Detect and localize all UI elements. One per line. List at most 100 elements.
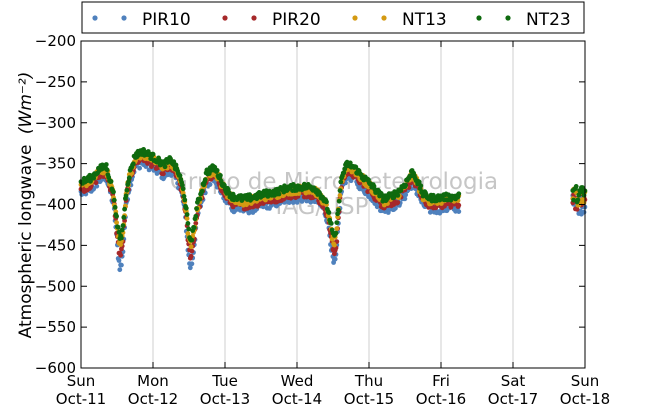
- data-point: [218, 173, 223, 178]
- legend-item-PIR10: PIR10: [92, 10, 191, 30]
- data-point: [184, 212, 190, 217]
- x-tick-label-day: Thu: [354, 372, 383, 390]
- data-point: [456, 191, 462, 197]
- legend-label: NT23: [526, 10, 571, 30]
- x-tick-label-date: Oct-13: [200, 390, 250, 408]
- legend-item-NT23: NT23: [476, 10, 571, 30]
- data-point: [104, 167, 110, 173]
- data-point: [398, 188, 404, 193]
- x-tick-label-day: Mon: [137, 372, 169, 390]
- x-axis: SunOct-11MonOct-12TueOct-13WedOct-14ThuO…: [56, 41, 610, 408]
- data-point: [246, 210, 252, 216]
- data-point: [116, 258, 122, 263]
- y-tick-label: −450: [35, 236, 76, 254]
- data-point: [574, 206, 580, 212]
- data-point: [304, 198, 310, 204]
- data-point: [268, 199, 274, 205]
- data-point: [337, 188, 343, 194]
- x-tick-label-day: Sun: [67, 372, 96, 390]
- x-tick-label-day: Sat: [501, 372, 526, 390]
- data-point: [456, 209, 462, 215]
- y-tick-label: −600: [35, 359, 76, 377]
- y-tick-label: −400: [35, 196, 76, 214]
- data-point: [336, 198, 342, 204]
- y-axis-label-text: Atmospheric longwave: [16, 144, 36, 338]
- data-point: [333, 230, 339, 236]
- data-point: [402, 196, 408, 202]
- data-point: [119, 227, 125, 233]
- svg-text:Atmospheric longwave (Wm: Atmospheric longwave (Wm⁻²): [16, 72, 36, 339]
- data-point: [122, 206, 127, 212]
- data-point: [191, 225, 197, 231]
- x-tick-label-date: Oct-11: [56, 390, 106, 408]
- data-point: [119, 235, 124, 241]
- legend-label: PIR20: [272, 10, 321, 30]
- data-point: [111, 189, 116, 195]
- data-point: [337, 193, 343, 198]
- legend-marker: [381, 15, 387, 21]
- data-point: [416, 179, 422, 185]
- data-point: [184, 216, 190, 222]
- data-point: [173, 162, 179, 168]
- data-point: [124, 187, 130, 193]
- data-point: [571, 197, 576, 203]
- series-NT23: [78, 147, 588, 243]
- legend-item-NT13: NT13: [352, 10, 447, 30]
- data-point: [123, 193, 129, 199]
- legend-marker: [476, 15, 482, 21]
- data-point: [181, 193, 187, 199]
- data-point: [581, 192, 587, 198]
- y-tick-label: −350: [35, 155, 76, 173]
- data-point: [341, 170, 347, 176]
- data-point: [189, 261, 195, 267]
- data-point: [111, 197, 117, 203]
- data-point: [218, 178, 224, 184]
- legend-marker: [121, 15, 127, 21]
- data-point: [334, 220, 340, 226]
- data-point: [183, 205, 189, 211]
- y-tick-label: −500: [35, 277, 76, 295]
- data-point: [575, 197, 581, 203]
- y-tick-label: −200: [35, 32, 76, 50]
- data-point: [202, 177, 208, 183]
- data-point: [108, 179, 114, 184]
- data-point: [103, 162, 109, 167]
- data-point: [185, 221, 191, 226]
- x-tick-label-date: Oct-16: [416, 390, 466, 408]
- data-point: [456, 202, 462, 208]
- data-point: [161, 171, 166, 177]
- data-point: [197, 196, 203, 202]
- data-point: [150, 151, 156, 157]
- x-tick-label-day: Fri: [432, 372, 450, 390]
- data-point: [393, 205, 398, 211]
- data-point: [332, 256, 338, 262]
- legend-label: PIR10: [142, 10, 191, 30]
- legend-frame: [81, 1, 585, 34]
- data-point: [581, 209, 587, 215]
- x-tick-label-date: Oct-17: [488, 390, 538, 408]
- data-point: [186, 226, 192, 232]
- data-point: [126, 179, 131, 185]
- legend: PIR10 PIR20 NT13 NT23: [81, 1, 585, 34]
- legend-marker: [505, 15, 511, 21]
- data-point: [214, 168, 220, 173]
- data-point: [119, 262, 124, 268]
- data-point: [326, 210, 332, 215]
- data-point: [126, 175, 132, 181]
- data-point: [222, 182, 227, 188]
- data-point: [418, 183, 424, 189]
- data-point: [579, 185, 585, 190]
- data-point: [114, 220, 119, 226]
- data-point: [193, 213, 199, 219]
- legend-marker: [92, 15, 98, 21]
- y-axis: −200 −250 −300 −350 −400 −450 −500 −550 −600: [35, 32, 585, 377]
- data-point: [114, 213, 119, 219]
- data-point: [342, 166, 348, 172]
- y-tick-label: −300: [35, 114, 76, 132]
- data-point: [182, 197, 188, 203]
- y-tick-label: −550: [35, 318, 76, 336]
- data-point: [276, 191, 282, 197]
- x-tick-label-day: Sun: [571, 372, 600, 390]
- data-point: [120, 223, 126, 229]
